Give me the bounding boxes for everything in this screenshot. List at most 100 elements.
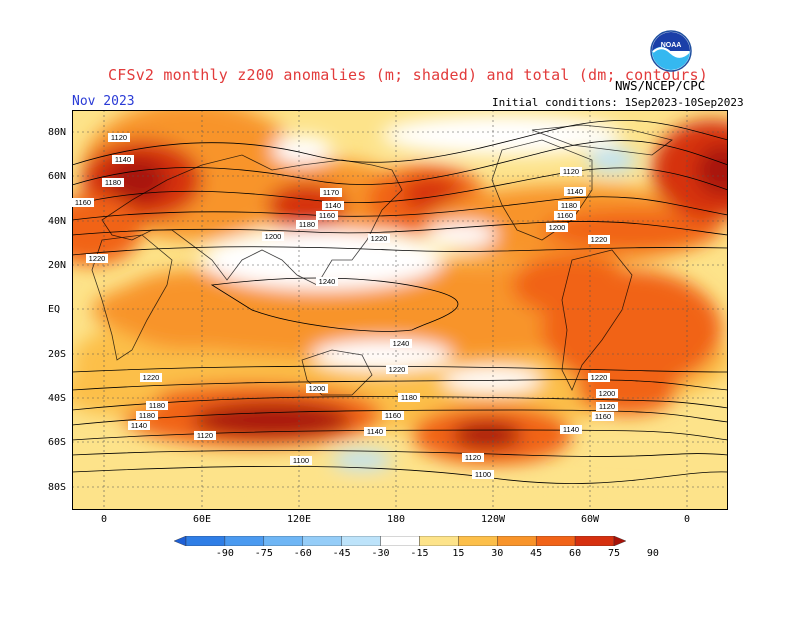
lat-label-80s: 80S bbox=[48, 482, 67, 493]
contour-label-1140e: 1140 bbox=[364, 427, 386, 436]
colorbar-tick-label: 60 bbox=[569, 548, 582, 559]
svg-text:1180: 1180 bbox=[561, 201, 577, 210]
contour-label-1160c: 1160 bbox=[554, 211, 576, 220]
svg-text:1200: 1200 bbox=[599, 389, 616, 398]
contour-label-1220b: 1220 bbox=[368, 234, 390, 243]
lat-label-40s: 40S bbox=[48, 393, 67, 404]
contour-label-1240b: 1240 bbox=[390, 339, 412, 348]
lon-label-120e: 120E bbox=[286, 514, 312, 525]
svg-text:1160: 1160 bbox=[319, 211, 335, 220]
contour-label-1140: 1140 bbox=[112, 155, 134, 164]
svg-text:1200: 1200 bbox=[265, 232, 282, 241]
contour-label-1220c: 1220 bbox=[588, 235, 610, 244]
contour-label-1160d: 1160 bbox=[382, 411, 404, 420]
contour-label-1220f: 1220 bbox=[588, 373, 610, 382]
colorbar-tick-label: -75 bbox=[254, 548, 273, 559]
logo-text: NOAA bbox=[661, 42, 682, 49]
lon-label-60w: 60W bbox=[580, 514, 600, 525]
contour-label-1160b: 1160 bbox=[316, 211, 338, 220]
contour-label-1200c: 1200 bbox=[306, 384, 328, 393]
svg-text:1220: 1220 bbox=[371, 234, 388, 243]
svg-text:1120: 1120 bbox=[563, 167, 579, 176]
contour-label-1160: 1160 bbox=[72, 198, 94, 207]
lon-label-120w: 120W bbox=[480, 514, 506, 525]
svg-text:1120: 1120 bbox=[465, 453, 481, 462]
colorbar-swatch bbox=[419, 536, 459, 546]
svg-text:1200: 1200 bbox=[549, 223, 566, 232]
svg-text:1200: 1200 bbox=[309, 384, 326, 393]
contour-label-1140d: 1140 bbox=[128, 421, 150, 430]
colorbar-tick-label: -45 bbox=[332, 548, 351, 559]
svg-text:1160: 1160 bbox=[595, 412, 611, 421]
chart-title: CFSv2 monthly z200 anomalies (m; shaded)… bbox=[108, 66, 708, 84]
colorbar-tick-label: 75 bbox=[607, 548, 621, 559]
colorbar-swatch bbox=[341, 536, 381, 546]
contour-label-1180e: 1180 bbox=[136, 411, 158, 420]
colorbar-swatch bbox=[458, 536, 498, 546]
contour-label-1220e: 1220 bbox=[140, 373, 162, 382]
contour-label-1100: 1100 bbox=[290, 456, 312, 465]
svg-text:1180: 1180 bbox=[299, 220, 315, 229]
noaa-logo: NOAA bbox=[650, 30, 692, 72]
svg-text:1120: 1120 bbox=[197, 431, 213, 440]
svg-text:1100: 1100 bbox=[475, 470, 491, 479]
contour-label-1120: 1120 bbox=[108, 133, 130, 142]
contour-label-1200d: 1200 bbox=[596, 389, 618, 398]
svg-text:1140: 1140 bbox=[367, 427, 383, 436]
contour-label-1140b: 1140 bbox=[322, 201, 344, 210]
lon-label-0-east: 0 bbox=[683, 514, 691, 525]
lon-label-60e: 60E bbox=[192, 514, 212, 525]
lat-label-60s: 60S bbox=[48, 437, 67, 448]
svg-text:1160: 1160 bbox=[557, 211, 573, 220]
colorbar-tick-label: -15 bbox=[410, 548, 429, 559]
colorbar-swatch bbox=[497, 536, 537, 546]
colorbar-swatch bbox=[263, 536, 303, 546]
svg-text:1240: 1240 bbox=[319, 277, 336, 286]
valid-month: Nov 2023 bbox=[72, 94, 135, 109]
colorbar-tick-label: 15 bbox=[452, 548, 465, 559]
contour-label-1160e: 1160 bbox=[592, 412, 614, 421]
contour-label-1220d: 1220 bbox=[386, 365, 408, 374]
colorbar-tick-label: -90 bbox=[215, 548, 234, 559]
contour-label-1100b: 1100 bbox=[472, 470, 494, 479]
colorbar-swatch bbox=[302, 536, 342, 546]
lat-label-80n: 80N bbox=[48, 127, 67, 138]
svg-text:1180: 1180 bbox=[149, 401, 165, 410]
svg-text:1180: 1180 bbox=[105, 178, 121, 187]
contour-label-1180: 1180 bbox=[102, 178, 124, 187]
svg-text:1140: 1140 bbox=[325, 201, 341, 210]
colorbar-swatch bbox=[185, 536, 226, 546]
contour-label-1200b: 1200 bbox=[546, 223, 568, 232]
contour-label-1120c: 1120 bbox=[194, 431, 216, 440]
contour-label-1120d: 1120 bbox=[462, 453, 484, 462]
contour-label-1140f: 1140 bbox=[560, 425, 582, 434]
svg-text:1160: 1160 bbox=[385, 411, 401, 420]
svg-text:1140: 1140 bbox=[563, 425, 579, 434]
svg-text:1220: 1220 bbox=[591, 373, 608, 382]
svg-text:1160: 1160 bbox=[75, 198, 91, 207]
colorbar-swatch bbox=[380, 536, 420, 546]
colorbar-tick-label: -30 bbox=[371, 548, 390, 559]
svg-text:1240: 1240 bbox=[393, 339, 410, 348]
contour-label-1180f: 1180 bbox=[398, 393, 420, 402]
colorbar-tick-label: 90 bbox=[646, 548, 659, 559]
lat-label-60n: 60N bbox=[48, 171, 67, 182]
lon-label-0: 0 bbox=[100, 514, 108, 525]
colorbar-swatch bbox=[613, 536, 626, 546]
svg-text:1140: 1140 bbox=[131, 421, 147, 430]
colorbar-tick-label: 30 bbox=[491, 548, 504, 559]
svg-text:1180: 1180 bbox=[139, 411, 155, 420]
svg-text:1100: 1100 bbox=[293, 456, 309, 465]
lat-label-40n: 40N bbox=[48, 216, 67, 227]
contour-label-1220: 1220 bbox=[86, 254, 108, 263]
contour-label-1180c: 1180 bbox=[558, 201, 580, 210]
svg-text:1220: 1220 bbox=[143, 373, 160, 382]
lon-label-180: 180 bbox=[386, 514, 406, 525]
svg-text:1220: 1220 bbox=[389, 365, 406, 374]
contour-label-1180b: 1180 bbox=[296, 220, 318, 229]
colorbar-swatch bbox=[535, 536, 576, 546]
svg-text:1120: 1120 bbox=[599, 402, 615, 411]
colorbar-swatch bbox=[224, 536, 265, 546]
colorbar-swatch bbox=[574, 536, 615, 546]
colorbar-swatch bbox=[174, 536, 187, 546]
